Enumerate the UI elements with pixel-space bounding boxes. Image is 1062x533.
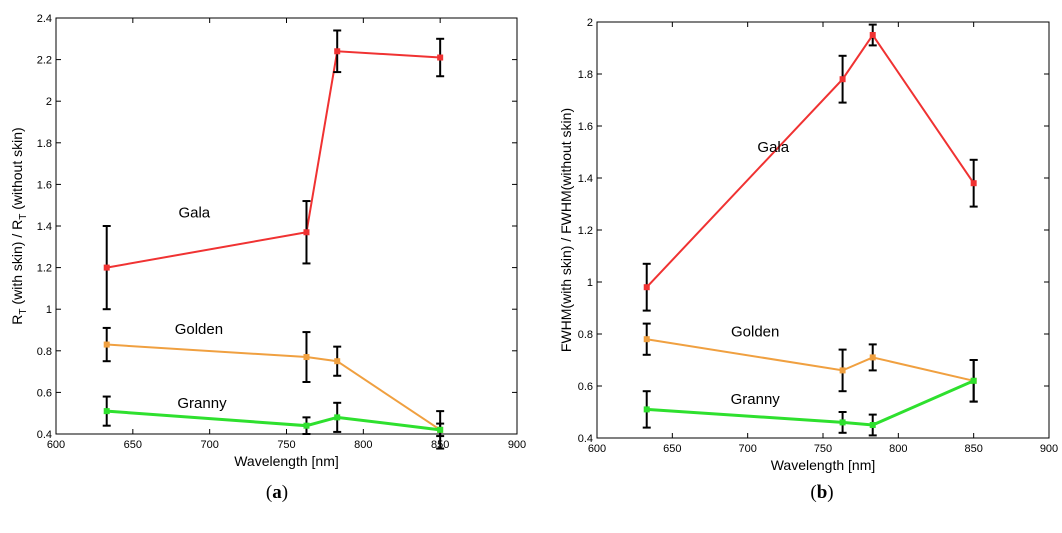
y-tick-label: 1.4 bbox=[578, 173, 593, 185]
data-point-gala bbox=[334, 48, 341, 55]
data-point-granny bbox=[839, 419, 846, 426]
series-line-golden bbox=[106, 343, 441, 431]
plot-frame bbox=[55, 17, 518, 435]
y-tick-label: 1.2 bbox=[578, 225, 593, 237]
x-axis-label: Wavelength [nm] bbox=[771, 457, 876, 473]
x-tick-label: 700 bbox=[200, 439, 218, 451]
data-point-granny bbox=[103, 408, 110, 415]
data-point-gala bbox=[970, 180, 977, 187]
y-axis-label-part: R bbox=[9, 315, 25, 325]
y-tick-label: 0.4 bbox=[37, 429, 52, 441]
y-tick-label: 2 bbox=[587, 17, 593, 29]
x-tick-label: 750 bbox=[277, 439, 295, 451]
caption-b-letter: b bbox=[816, 482, 828, 503]
plot-frame bbox=[596, 21, 1050, 439]
data-point-granny bbox=[437, 426, 444, 433]
x-tick-label: 600 bbox=[47, 439, 65, 451]
y-tick-label: 1.8 bbox=[578, 69, 593, 81]
series-label-gala: Gala bbox=[178, 205, 210, 222]
y-tick-label: 0.6 bbox=[37, 387, 52, 399]
data-point-granny bbox=[869, 422, 876, 428]
series-label-gala: Gala bbox=[757, 139, 789, 156]
x-tick-label: 750 bbox=[814, 443, 832, 455]
caption-a: (a) bbox=[265, 482, 289, 503]
data-point-golden bbox=[303, 354, 310, 361]
x-tick-label: 900 bbox=[508, 439, 526, 451]
series-granny bbox=[102, 395, 445, 438]
series-label-golden: Golden bbox=[175, 321, 223, 338]
x-tick-label: 800 bbox=[889, 443, 907, 455]
y-axis-label-subscript: T bbox=[18, 308, 29, 314]
y-tick-label: 1.2 bbox=[37, 263, 52, 275]
data-point-gala bbox=[303, 229, 310, 236]
x-tick-label: 850 bbox=[964, 443, 982, 455]
y-tick-label: 1.8 bbox=[37, 138, 52, 150]
y-axis-label: RT (with skin) / RT (without skin) bbox=[9, 127, 29, 324]
caption-a-letter: a bbox=[272, 482, 282, 503]
series-granny bbox=[642, 359, 978, 437]
series-line-gala bbox=[645, 33, 975, 288]
y-tick-label: 0.4 bbox=[578, 433, 593, 445]
y-tick-label: 2.2 bbox=[37, 55, 52, 67]
x-tick-label: 650 bbox=[124, 439, 142, 451]
series-line-granny bbox=[646, 379, 975, 427]
series-gala bbox=[642, 23, 978, 312]
series-line-golden bbox=[646, 338, 974, 382]
series-label-granny: Granny bbox=[731, 391, 781, 408]
caption-b: (b) bbox=[810, 482, 834, 503]
data-point-golden bbox=[334, 358, 341, 365]
y-axis-label-subscript: T bbox=[18, 214, 29, 220]
y-tick-label: 0.8 bbox=[37, 346, 52, 358]
x-tick-label: 800 bbox=[354, 439, 372, 451]
y-tick-label: 1.6 bbox=[37, 179, 52, 191]
y-tick-label: 2 bbox=[46, 96, 52, 108]
data-point-gala bbox=[103, 264, 110, 271]
data-point-gala bbox=[839, 76, 846, 83]
series-golden bbox=[102, 326, 445, 450]
data-point-golden bbox=[643, 336, 650, 343]
series-gala bbox=[102, 29, 445, 311]
series-label-granny: Granny bbox=[177, 395, 227, 412]
data-point-granny bbox=[970, 377, 977, 384]
data-point-gala bbox=[869, 32, 876, 38]
chart-b: 600 650 700 750 800 850 900 0.4 0.6 0.8 1 1.2 1.4 1.6… bbox=[558, 17, 1058, 473]
y-tick-label: 1.6 bbox=[578, 121, 593, 133]
y-tick-label: 1.4 bbox=[37, 221, 52, 233]
data-point-granny bbox=[303, 422, 310, 429]
x-tick-label: 900 bbox=[1040, 443, 1058, 455]
data-point-golden bbox=[869, 354, 876, 361]
x-axis-label: Wavelength [nm] bbox=[234, 453, 339, 469]
data-point-golden bbox=[839, 367, 846, 374]
x-tick-label: 700 bbox=[738, 443, 756, 455]
y-tick-label: 0.6 bbox=[578, 381, 593, 393]
series-line-gala bbox=[106, 50, 441, 269]
y-tick-label: 1 bbox=[587, 277, 593, 289]
data-point-gala bbox=[437, 54, 444, 61]
x-tick-label: 600 bbox=[588, 443, 606, 455]
series-line-granny bbox=[106, 409, 441, 432]
chart-a: 6006507007508008509000.40.60.811.21.41.6… bbox=[9, 13, 526, 469]
y-tick-label: 0.8 bbox=[578, 329, 593, 341]
y-tick-label: 2.4 bbox=[37, 13, 52, 25]
data-point-gala bbox=[643, 284, 650, 291]
y-tick-label: 1 bbox=[46, 304, 52, 316]
data-point-granny bbox=[334, 414, 341, 421]
data-point-golden bbox=[103, 341, 110, 348]
data-point-granny bbox=[643, 406, 650, 413]
series-label-golden: Golden bbox=[731, 324, 779, 341]
y-axis-label: FWHM(with skin) / FWHM(without skin) bbox=[558, 108, 574, 352]
x-tick-label: 650 bbox=[663, 443, 681, 455]
y-axis-label-part: (without skin) bbox=[9, 127, 25, 213]
y-axis-label-part: (with skin) / R bbox=[9, 220, 25, 309]
